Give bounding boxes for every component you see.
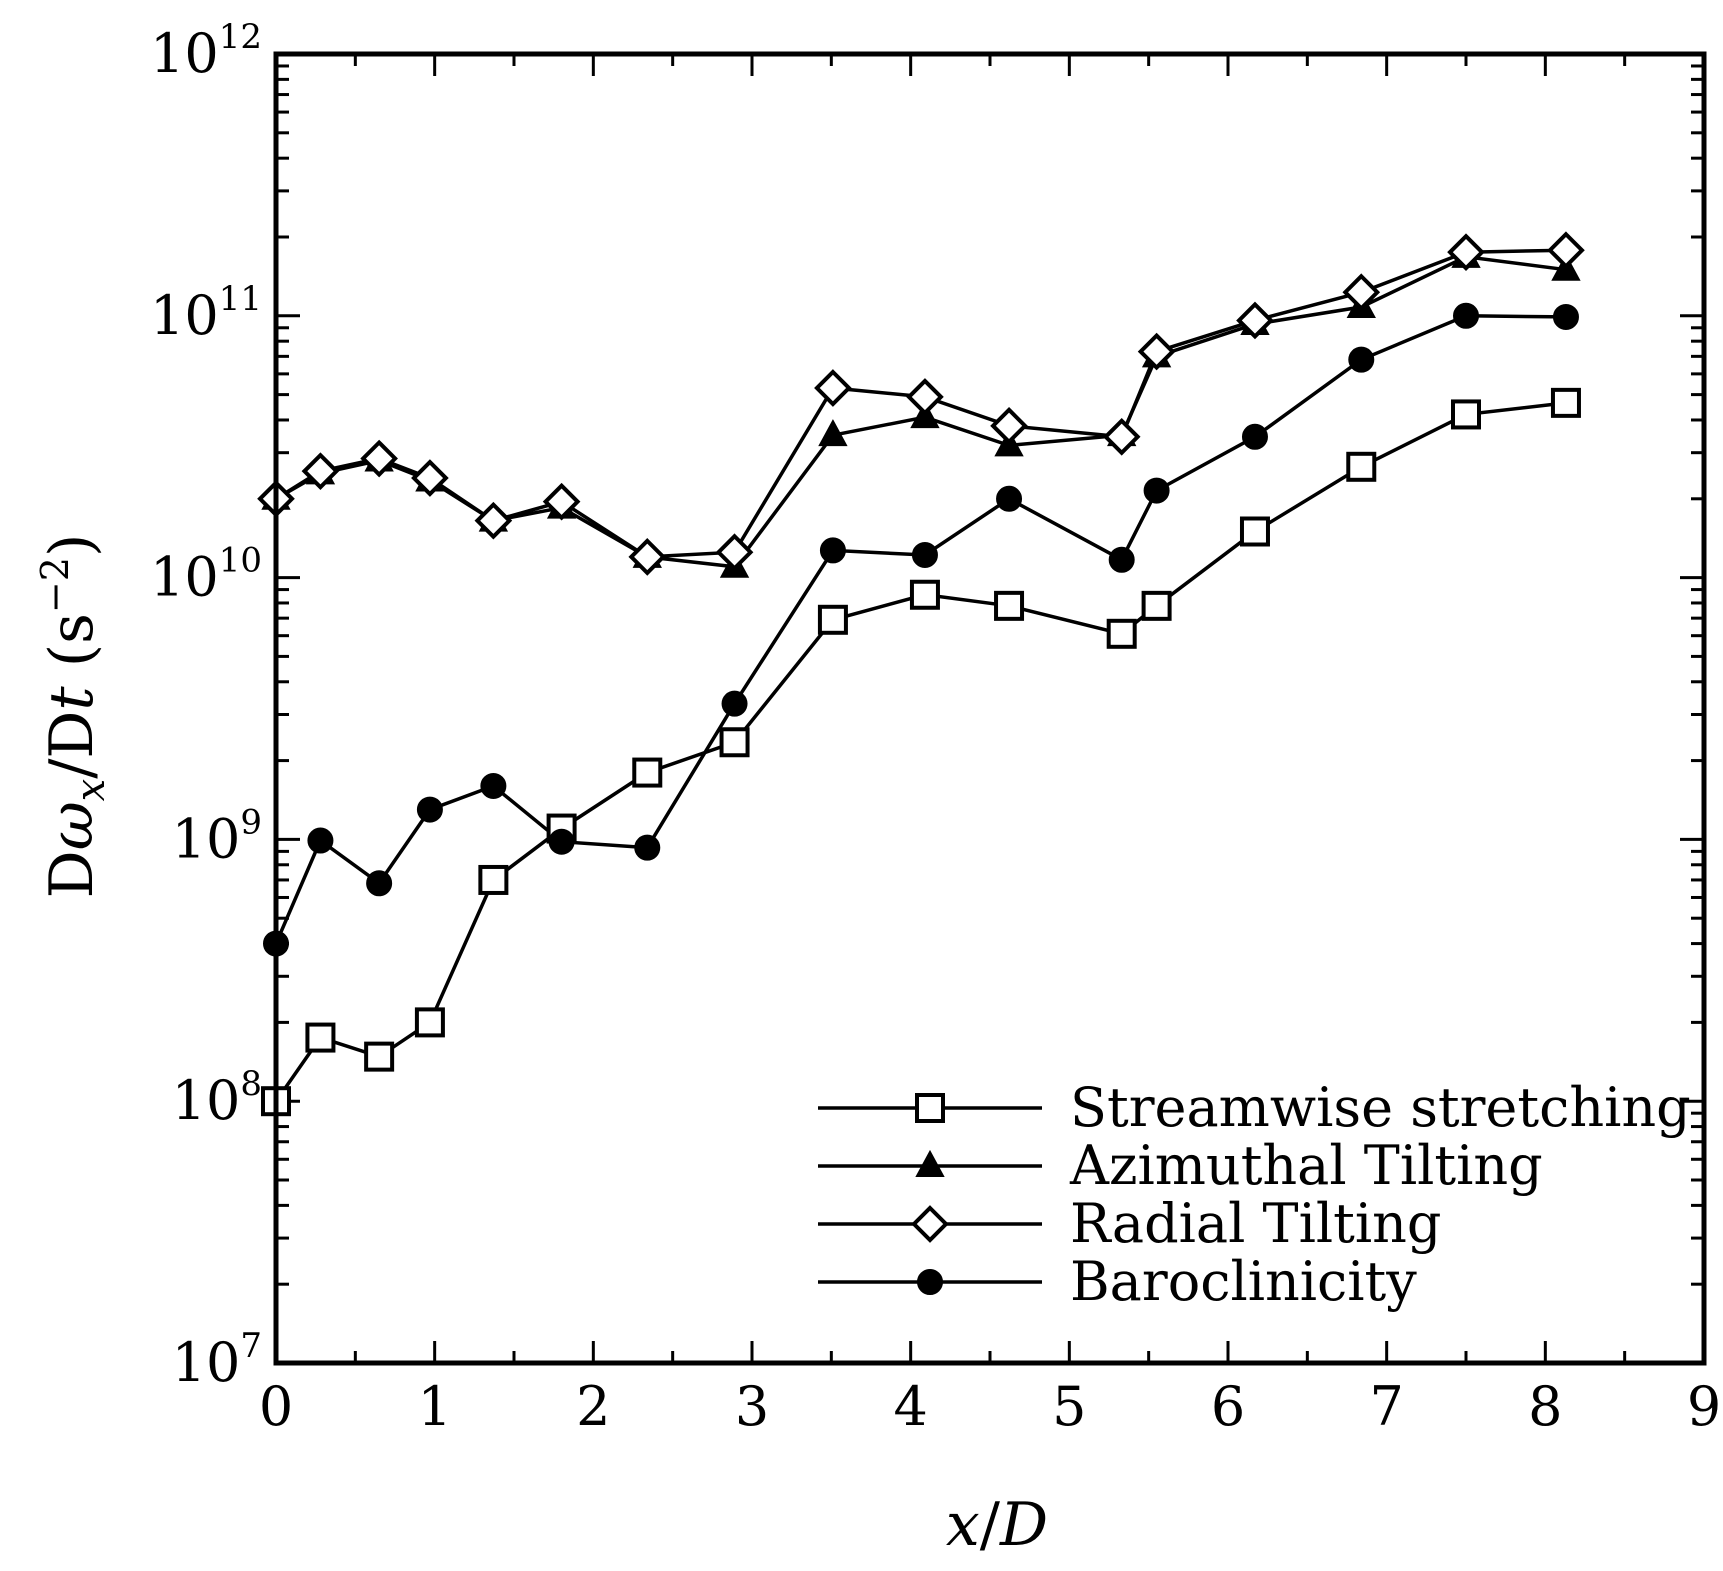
x-tick-label: 4 bbox=[893, 1375, 927, 1438]
series-3-point bbox=[911, 541, 938, 568]
series-0-point bbox=[994, 590, 1025, 621]
series-0-point bbox=[1239, 516, 1270, 547]
series-2-point bbox=[474, 501, 513, 540]
series-3-point bbox=[634, 834, 661, 861]
series-3-point bbox=[1143, 477, 1170, 504]
plot-frame bbox=[273, 51, 1707, 1366]
series-2-point bbox=[1137, 332, 1176, 371]
series-0-point bbox=[632, 757, 663, 788]
legend-label: Radial Tilting bbox=[1070, 1192, 1441, 1255]
series-2-point bbox=[542, 482, 581, 521]
x-tick-label: 2 bbox=[576, 1375, 610, 1438]
series-3-point bbox=[1241, 423, 1268, 450]
series-3-point bbox=[819, 537, 846, 564]
y-tick-label: 1012 bbox=[150, 17, 262, 85]
legend-label: Azimuthal Tilting bbox=[1069, 1134, 1543, 1197]
series-3-point bbox=[416, 796, 443, 823]
series-3-point bbox=[1348, 346, 1375, 373]
y-axis-title-omega: ω bbox=[37, 801, 107, 850]
series-2-point bbox=[1102, 417, 1141, 456]
y-tick-label: 108 bbox=[172, 1064, 262, 1132]
series-0-point bbox=[364, 1041, 395, 1072]
y-tick-label: 107 bbox=[172, 1326, 262, 1394]
x-tick-label: 0 bbox=[259, 1375, 293, 1438]
x-tick-label: 3 bbox=[735, 1375, 769, 1438]
legend-marker bbox=[915, 1149, 945, 1177]
y-axis-title-sub: x bbox=[68, 779, 114, 802]
x-axis-title-den: D bbox=[999, 1490, 1048, 1560]
series-2-point bbox=[990, 406, 1028, 445]
series-1-point bbox=[818, 419, 848, 447]
y-axis-title-unit-close: ) bbox=[37, 534, 107, 557]
series-2-point bbox=[1342, 273, 1381, 312]
x-tick-label: 8 bbox=[1528, 1375, 1562, 1438]
legend-marker bbox=[917, 1269, 943, 1295]
x-axis-title: x/D bbox=[946, 1490, 1048, 1560]
series-layer bbox=[257, 231, 1585, 1117]
x-tick-label: 9 bbox=[1687, 1375, 1721, 1438]
tick-labels: 0 1 2 3 4 5 6 7 8 9 107 108 109 1010 1011 1012 bbox=[150, 17, 1721, 1438]
series-3-point bbox=[1552, 303, 1579, 330]
series-3-point bbox=[721, 690, 748, 717]
series-2-point bbox=[906, 378, 944, 416]
series-0-point bbox=[1106, 618, 1137, 649]
x-tick-label: 7 bbox=[1369, 1375, 1403, 1438]
series-0-point bbox=[414, 1007, 445, 1038]
legend-marker bbox=[911, 1205, 949, 1243]
series-2-point bbox=[814, 369, 852, 407]
y-axis-title-unit-open: (s bbox=[37, 613, 107, 686]
series-0-point bbox=[1346, 451, 1377, 482]
series-2-point bbox=[1236, 301, 1274, 340]
series-2-point bbox=[1547, 231, 1585, 270]
series-2-point bbox=[1447, 233, 1485, 272]
series-2-point bbox=[628, 538, 667, 576]
series-3-point bbox=[1453, 302, 1479, 329]
series-3-point bbox=[366, 870, 393, 897]
series-0-point bbox=[817, 604, 848, 635]
y-tick-label: 1010 bbox=[150, 541, 262, 609]
x-tick-label: 1 bbox=[417, 1375, 451, 1438]
series-0-point bbox=[1141, 590, 1172, 621]
series-0-point bbox=[1451, 399, 1481, 430]
series-0-point bbox=[478, 864, 509, 895]
series-2-point bbox=[715, 533, 754, 572]
y-axis-title-unit-sup: −2 bbox=[33, 557, 77, 613]
legend-label: Streamwise stretching bbox=[1070, 1076, 1691, 1139]
series-2-point bbox=[360, 439, 398, 478]
series-3-point bbox=[307, 827, 334, 854]
y-tick-label: 109 bbox=[172, 802, 262, 870]
x-tick-label: 5 bbox=[1052, 1375, 1086, 1438]
x-tick-label: 6 bbox=[1211, 1375, 1245, 1438]
series-2-point bbox=[301, 452, 340, 490]
series-2-point bbox=[411, 459, 449, 497]
series-0-point bbox=[1550, 387, 1581, 418]
series-0-point bbox=[305, 1022, 336, 1053]
series-0-point bbox=[719, 727, 750, 758]
y-tick-label: 1011 bbox=[150, 279, 262, 347]
y-axis-title: Dωx/Dt (s−2) bbox=[33, 534, 114, 899]
series-3-point bbox=[996, 485, 1023, 512]
x-axis-title-sep: / bbox=[980, 1490, 1001, 1560]
y-axis-title-mid: /D bbox=[37, 710, 107, 778]
series-line-0 bbox=[274, 401, 1567, 1103]
legend-marker bbox=[915, 1093, 945, 1123]
y-axis-title-prefix: D bbox=[37, 850, 107, 898]
x-axis-title-var: x bbox=[946, 1490, 980, 1560]
series-0-point bbox=[909, 579, 940, 610]
legend-label: Baroclinicity bbox=[1070, 1250, 1417, 1313]
series-3-point bbox=[548, 828, 575, 855]
series-3-point bbox=[480, 772, 507, 799]
series-3-point bbox=[1108, 546, 1135, 573]
y-axis-title-t: t bbox=[37, 685, 107, 710]
